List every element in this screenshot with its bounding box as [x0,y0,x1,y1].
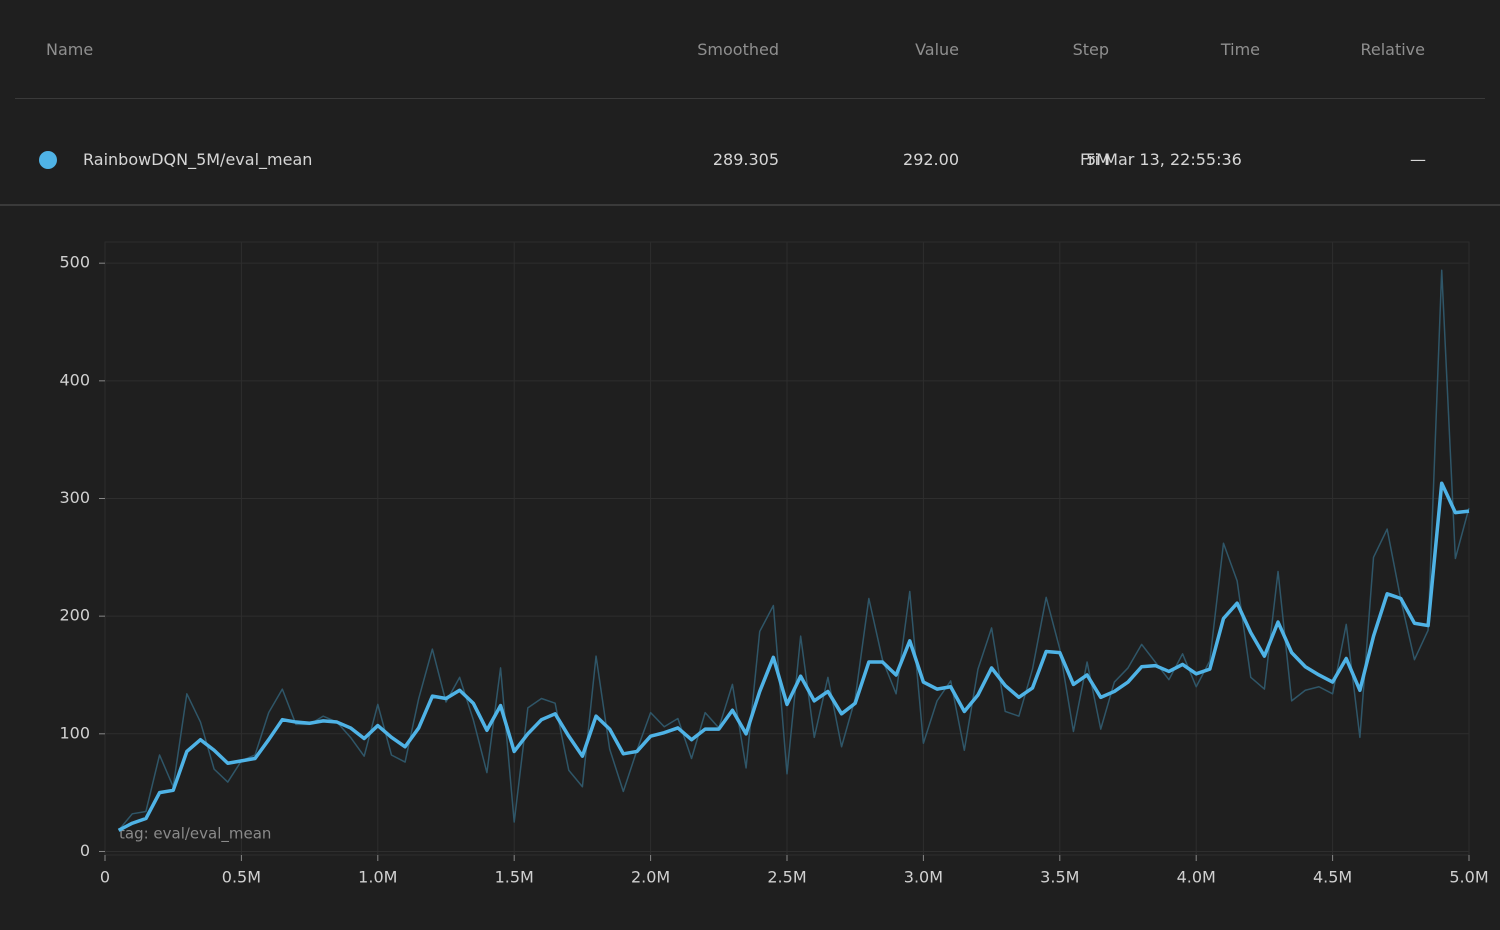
x-tick-label: 3.5M [1040,868,1079,887]
x-tick-label: 5.0M [1449,868,1488,887]
x-tick-label: 1.5M [495,868,534,887]
x-tick-label: 3.0M [904,868,943,887]
x-tick-label: 4.5M [1313,868,1352,887]
x-tick-label: 2.5M [767,868,806,887]
y-tick-label: 300 [59,488,90,507]
tag-label: tag: eval/eval_mean [119,825,271,844]
y-tick-label: 0 [80,841,90,860]
y-tick-label: 500 [59,253,90,272]
y-tick-label: 400 [59,370,90,389]
x-tick-label: 0.5M [222,868,261,887]
y-tick-label: 200 [59,606,90,625]
x-tick-label: 0 [100,868,110,887]
grid [105,242,1469,855]
x-tick-label: 1.0M [358,868,397,887]
raw-line [119,270,1469,830]
smoothed-line [119,483,1469,830]
y-tick-label: 100 [59,723,90,742]
x-tick-label: 4.0M [1177,868,1216,887]
x-tick-label: 2.0M [631,868,670,887]
